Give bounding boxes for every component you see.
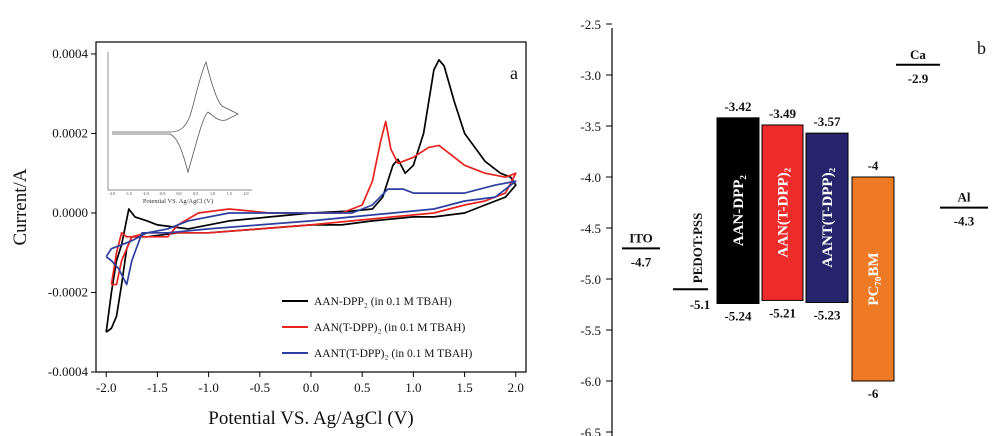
energy-y-tick-label: -4.5 xyxy=(580,221,601,236)
cv-y-tick-label: -0.0004 xyxy=(48,364,89,379)
cv-x-tick-label: 2.0 xyxy=(508,380,524,395)
energy-y-tick-label: -3.0 xyxy=(580,68,601,83)
cv-ylabel: Current/A xyxy=(10,168,31,245)
box-aant-t-dpp xyxy=(805,132,849,303)
cv-xlabel: Potential VS. Ag/AgCl (V) xyxy=(208,408,414,429)
box-name-aan-dpp: AAN-DPP₂ xyxy=(731,175,747,247)
box-lumo-label-aan-t-dpp: -3.49 xyxy=(769,106,797,121)
box-aan-t-dpp xyxy=(761,124,804,301)
inset-axes xyxy=(107,52,252,191)
energy-y-tick-label: -5.5 xyxy=(580,323,601,338)
cv-x-tick-label: -1.5 xyxy=(147,380,168,395)
box-homo-label-aant-t-dpp: -5.23 xyxy=(813,307,841,322)
inset-tick-labels: -2.0 -1.5 -1.0 -0.5 0.0 0.5 1.0 1.5 2.0 xyxy=(109,191,249,196)
energy-panel: -2.5 -3.0 -3.5 -4.0 -4.5 -5.0 -5.5 -6.0 -6.5 ITO… xyxy=(580,17,988,436)
legend-label-aan-dpp2: AAN-DPP₂ (in 0.1 M TBAH) xyxy=(314,296,452,308)
box-lumo-label-aan-dpp: -3.42 xyxy=(724,99,751,114)
cv-x-tick-label: -2.0 xyxy=(96,380,117,395)
energy-y-tick-label: -2.5 xyxy=(580,17,601,32)
inset-tick-label: 0.0 xyxy=(177,191,182,196)
box-name-aan-t-dpp: AAN(T-DPP)₂ xyxy=(776,167,792,257)
cv-y-tick-label: 0.0000 xyxy=(52,205,88,220)
legend-label-aant-t-dpp2: AANT(T-DPP)₂ (in 0.1 M TBAH) xyxy=(314,348,472,360)
cv-panel-letter: a xyxy=(510,63,518,83)
cv-x-tick-label: 0.5 xyxy=(354,380,370,395)
inset-tick-label: -0.5 xyxy=(159,191,165,196)
energy-ticks: -2.5 -3.0 -3.5 -4.0 -4.5 -5.0 -5.5 -6.0 -6.5 xyxy=(580,17,612,436)
inset-tick-label: 1.5 xyxy=(227,191,232,196)
level-name-pedot-pss: PEDOT:PSS xyxy=(690,213,705,284)
level-value-al: -4.3 xyxy=(954,214,975,229)
box-homo-label-aan-dpp: -5.24 xyxy=(724,308,752,323)
level-value-ito: -4.7 xyxy=(631,254,652,269)
box-name-aant-t-dpp: AANT(T-DPP)₂ xyxy=(820,167,836,267)
box-homo-label-pc-bm: -6 xyxy=(868,386,879,401)
inset-tick-label: -2.0 xyxy=(109,191,115,196)
legend-label-aan-t-dpp2: AAN(T-DPP)₂ (in 0.1 M TBAH) xyxy=(314,322,465,334)
inset-tick-label: 1.0 xyxy=(210,191,215,196)
cv-x-tick-label: -0.5 xyxy=(250,380,271,395)
inset-tick-label: -1.0 xyxy=(142,191,148,196)
cv-legend: AAN-DPP₂ (in 0.1 M TBAH) AAN(T-DPP)₂ (in… xyxy=(282,296,472,360)
cv-series-line-aan-dpp xyxy=(105,59,517,333)
level-value-pedot-pss: -5.1 xyxy=(690,297,711,312)
cv-y-tick-label: 0.0002 xyxy=(52,125,88,140)
energy-y-tick-label: -4.0 xyxy=(580,170,601,185)
cv-series xyxy=(105,59,517,333)
cv-x-tick-label: -1.0 xyxy=(198,380,219,395)
inset-xlabel: Potential VS. Ag/AgCl (V) xyxy=(143,198,213,205)
cv-series-line-aan-t-dpp xyxy=(110,120,517,286)
box-homo-label-aan-t-dpp: -5.21 xyxy=(769,305,796,320)
cv-x-tick-label: 0.0 xyxy=(303,380,319,395)
level-name-ca: Ca xyxy=(910,47,926,62)
cv-panel: -2.0 -1.5 -1.0 -0.5 0.0 0.5 1.0 1.5 2.0 -0.0004 -0… xyxy=(10,41,527,429)
box-lumo-label-pc-bm: -4 xyxy=(868,158,879,173)
inset-tick-label: 0.5 xyxy=(193,191,198,196)
box-name-pc-bm: PC₇₀BM xyxy=(866,252,882,305)
energy-y-tick-label: -6.5 xyxy=(580,425,601,436)
box-pc-bm xyxy=(851,176,895,382)
energy-levels: ITO -4.7 PEDOT:PSS -5.1 Ca -2.9 Al -4.3 xyxy=(622,47,988,312)
cv-series-line-aant-t-dpp xyxy=(105,180,517,286)
energy-y-tick-label: -3.5 xyxy=(580,119,601,134)
cv-x-tick-label: 1.5 xyxy=(456,380,472,395)
level-name-al: Al xyxy=(958,190,971,205)
inset-tick-label: 2.0 xyxy=(244,191,249,196)
energy-panel-letter: b xyxy=(977,38,986,58)
cv-ticks: -2.0 -1.5 -1.0 -0.5 0.0 0.5 1.0 1.5 2.0 -0.0004 -0… xyxy=(48,46,524,395)
box-lumo-label-aant-t-dpp: -3.57 xyxy=(813,114,841,129)
inset-plot: -2.0 -1.5 -1.0 -0.5 0.0 0.5 1.0 1.5 2.0 Potentia… xyxy=(107,52,252,205)
energy-y-tick-label: -6.0 xyxy=(580,374,601,389)
level-value-ca: -2.9 xyxy=(908,71,929,86)
cv-y-tick-label: 0.0004 xyxy=(52,46,88,61)
box-aan-dpp xyxy=(716,117,760,304)
cv-y-tick-label: -0.0002 xyxy=(48,284,88,299)
energy-boxes: -3.42 -5.24 AAN-DPP₂ -3.49 -5.21 AAN(T-DPP)₂ -… xyxy=(716,99,895,401)
cv-x-tick-label: 1.0 xyxy=(405,380,421,395)
inset-tick-label: -1.5 xyxy=(126,191,132,196)
level-name-ito: ITO xyxy=(629,230,653,245)
inset-curve xyxy=(112,60,239,174)
energy-y-tick-label: -5.0 xyxy=(580,272,601,287)
